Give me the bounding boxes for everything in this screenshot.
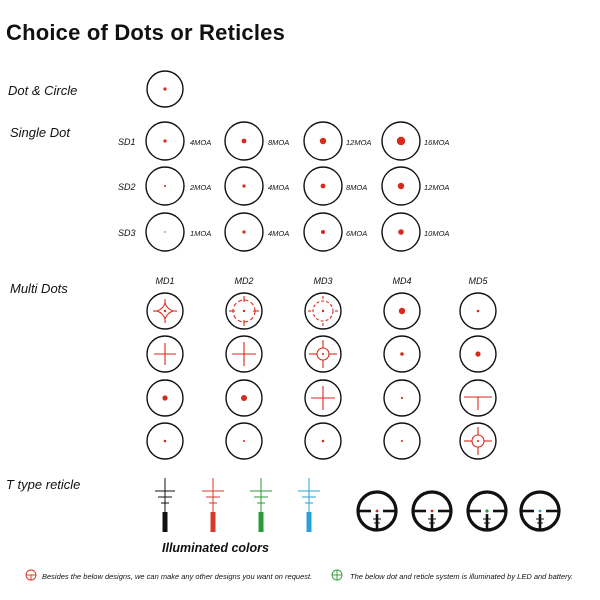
t-type-reticles [155, 478, 320, 532]
t-reticle-blue [298, 478, 320, 532]
md3-reticle-1 [308, 296, 338, 326]
single-dot-row-sd1 [145, 121, 421, 161]
md5-reticle-2 [475, 351, 481, 357]
moa-label: 4MOA [268, 183, 290, 192]
sd3-code: SD3 [118, 228, 136, 238]
md4-reticle-1 [398, 307, 406, 315]
md3-reticle-3 [311, 386, 335, 410]
md3-reticle-4 [321, 439, 325, 443]
reticle-icon [25, 569, 37, 581]
sd1-code: SD1 [118, 137, 136, 147]
scope-reticle-3 [466, 490, 508, 532]
section-label-single-dot: Single Dot [10, 125, 70, 140]
scope-reticle-1 [356, 490, 398, 532]
moa-label: 8MOA [268, 138, 290, 147]
page-title: Choice of Dots or Reticles [6, 20, 286, 45]
section-label-dot-circle: Dot & Circle [8, 83, 78, 98]
crosshair-icon [331, 569, 343, 581]
moa-label: 4MOA [268, 229, 290, 238]
md1-header: MD1 [155, 276, 175, 286]
note-right: The below dot and reticle system is illu… [350, 572, 573, 581]
scope-reticles [356, 490, 561, 532]
multi-dots-circles [146, 292, 497, 460]
moa-label: 1MOA [190, 229, 212, 238]
md5-reticle-1 [476, 309, 480, 313]
md1-reticle-4 [163, 439, 167, 443]
md4-reticle-4 [401, 440, 403, 442]
md2-header: MD2 [234, 276, 254, 286]
moa-label: 2MOA [190, 183, 212, 192]
md3-header: MD3 [313, 276, 333, 286]
moa-label: 16MOA [424, 138, 450, 147]
illuminated-colors-label: Illuminated colors [162, 541, 269, 555]
md4-header: MD4 [392, 276, 412, 286]
t-reticle-black [155, 478, 175, 532]
md1-reticle-3 [162, 395, 168, 401]
md2-reticle-1 [229, 296, 259, 326]
note-left: Besides the below designs, we can make a… [42, 572, 313, 581]
md1-reticle-2 [154, 343, 176, 365]
single-dot-row-sd3 [145, 212, 421, 252]
section-label-t-type: T type reticle [6, 477, 81, 492]
moa-label: 12MOA [346, 138, 372, 147]
single-dot-row-sd2 [145, 166, 421, 206]
moa-label: 12MOA [424, 183, 450, 192]
md5-reticle-3 [464, 396, 492, 410]
md1-reticle-1 [153, 299, 177, 323]
md5-header: MD5 [468, 276, 488, 286]
section-label-multi-dots: Multi Dots [10, 281, 68, 296]
moa-label: 6MOA [346, 229, 368, 238]
md2-reticle-3 [241, 395, 247, 401]
md4-reticle-3 [400, 396, 404, 400]
md5-reticle-4 [464, 427, 492, 455]
sd2-code: SD2 [118, 182, 136, 192]
moa-label: 4MOA [190, 138, 212, 147]
multi-dots-reticles [153, 296, 492, 455]
scope-reticle-4 [519, 490, 561, 532]
t-reticle-red [202, 478, 224, 532]
md3-reticle-2 [309, 340, 337, 368]
md2-reticle-2 [232, 342, 256, 366]
scope-reticle-2 [411, 490, 453, 532]
md2-reticle-4 [243, 440, 245, 442]
md4-reticle-2 [400, 352, 404, 356]
moa-label: 10MOA [424, 229, 450, 238]
t-reticle-green [250, 478, 272, 532]
moa-label: 8MOA [346, 183, 368, 192]
reticle-dot-circle [146, 70, 184, 108]
